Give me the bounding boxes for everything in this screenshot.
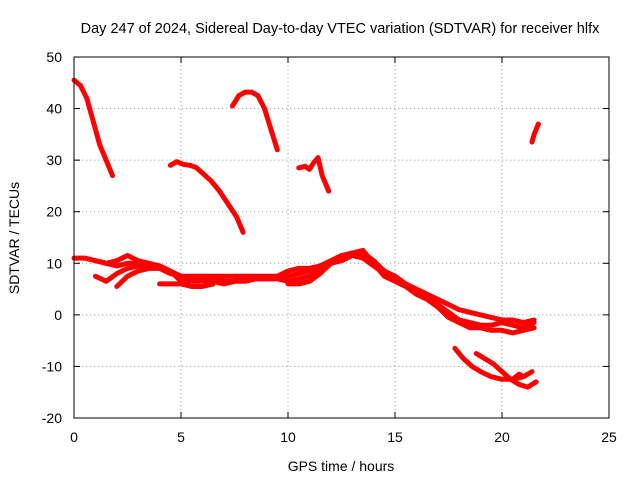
series-line-arc-2 xyxy=(167,159,246,235)
axis-ticks: 0 5 10 15 20 25 -20 -10 0 10 20 30 40 50 xyxy=(42,49,617,445)
y-tick-label: -10 xyxy=(42,358,62,374)
series-line-arc-1 xyxy=(71,77,115,179)
series-line-arc-5 xyxy=(529,121,541,145)
series-line-arc-11 xyxy=(285,260,334,287)
chart-title: Day 247 of 2024, Sidereal Day-to-day VTE… xyxy=(81,21,600,37)
y-tick-label: 30 xyxy=(46,152,62,168)
series-line-arc-8 xyxy=(92,247,537,336)
y-tick-label: 0 xyxy=(54,307,62,323)
x-tick-label: 20 xyxy=(494,429,510,445)
y-tick-label: -20 xyxy=(42,410,62,426)
x-axis-label: GPS time / hours xyxy=(288,458,395,474)
series-line-arc-3 xyxy=(229,89,280,153)
series-line-arc-4 xyxy=(296,155,332,194)
y-tick-label: 50 xyxy=(46,49,62,65)
series-line-arc-9 xyxy=(114,263,163,289)
x-tick-label: 10 xyxy=(280,429,296,445)
y-tick-label: 40 xyxy=(46,101,62,117)
series-line-arc-13 xyxy=(473,351,539,390)
y-tick-label: 20 xyxy=(46,204,62,220)
data-traces xyxy=(71,77,541,390)
x-tick-label: 5 xyxy=(177,429,185,445)
x-tick-label: 25 xyxy=(601,429,617,445)
x-tick-label: 15 xyxy=(387,429,403,445)
series-line-arc-10 xyxy=(157,281,216,289)
series-line-arc-14 xyxy=(510,369,535,382)
plot-frame xyxy=(73,56,610,419)
x-tick-label: 0 xyxy=(70,429,78,445)
y-tick-label: 10 xyxy=(46,255,62,271)
grid xyxy=(74,57,609,418)
y-axis-label: SDTVAR / TECUs xyxy=(6,182,22,294)
series-line-arc-6 xyxy=(71,250,537,326)
